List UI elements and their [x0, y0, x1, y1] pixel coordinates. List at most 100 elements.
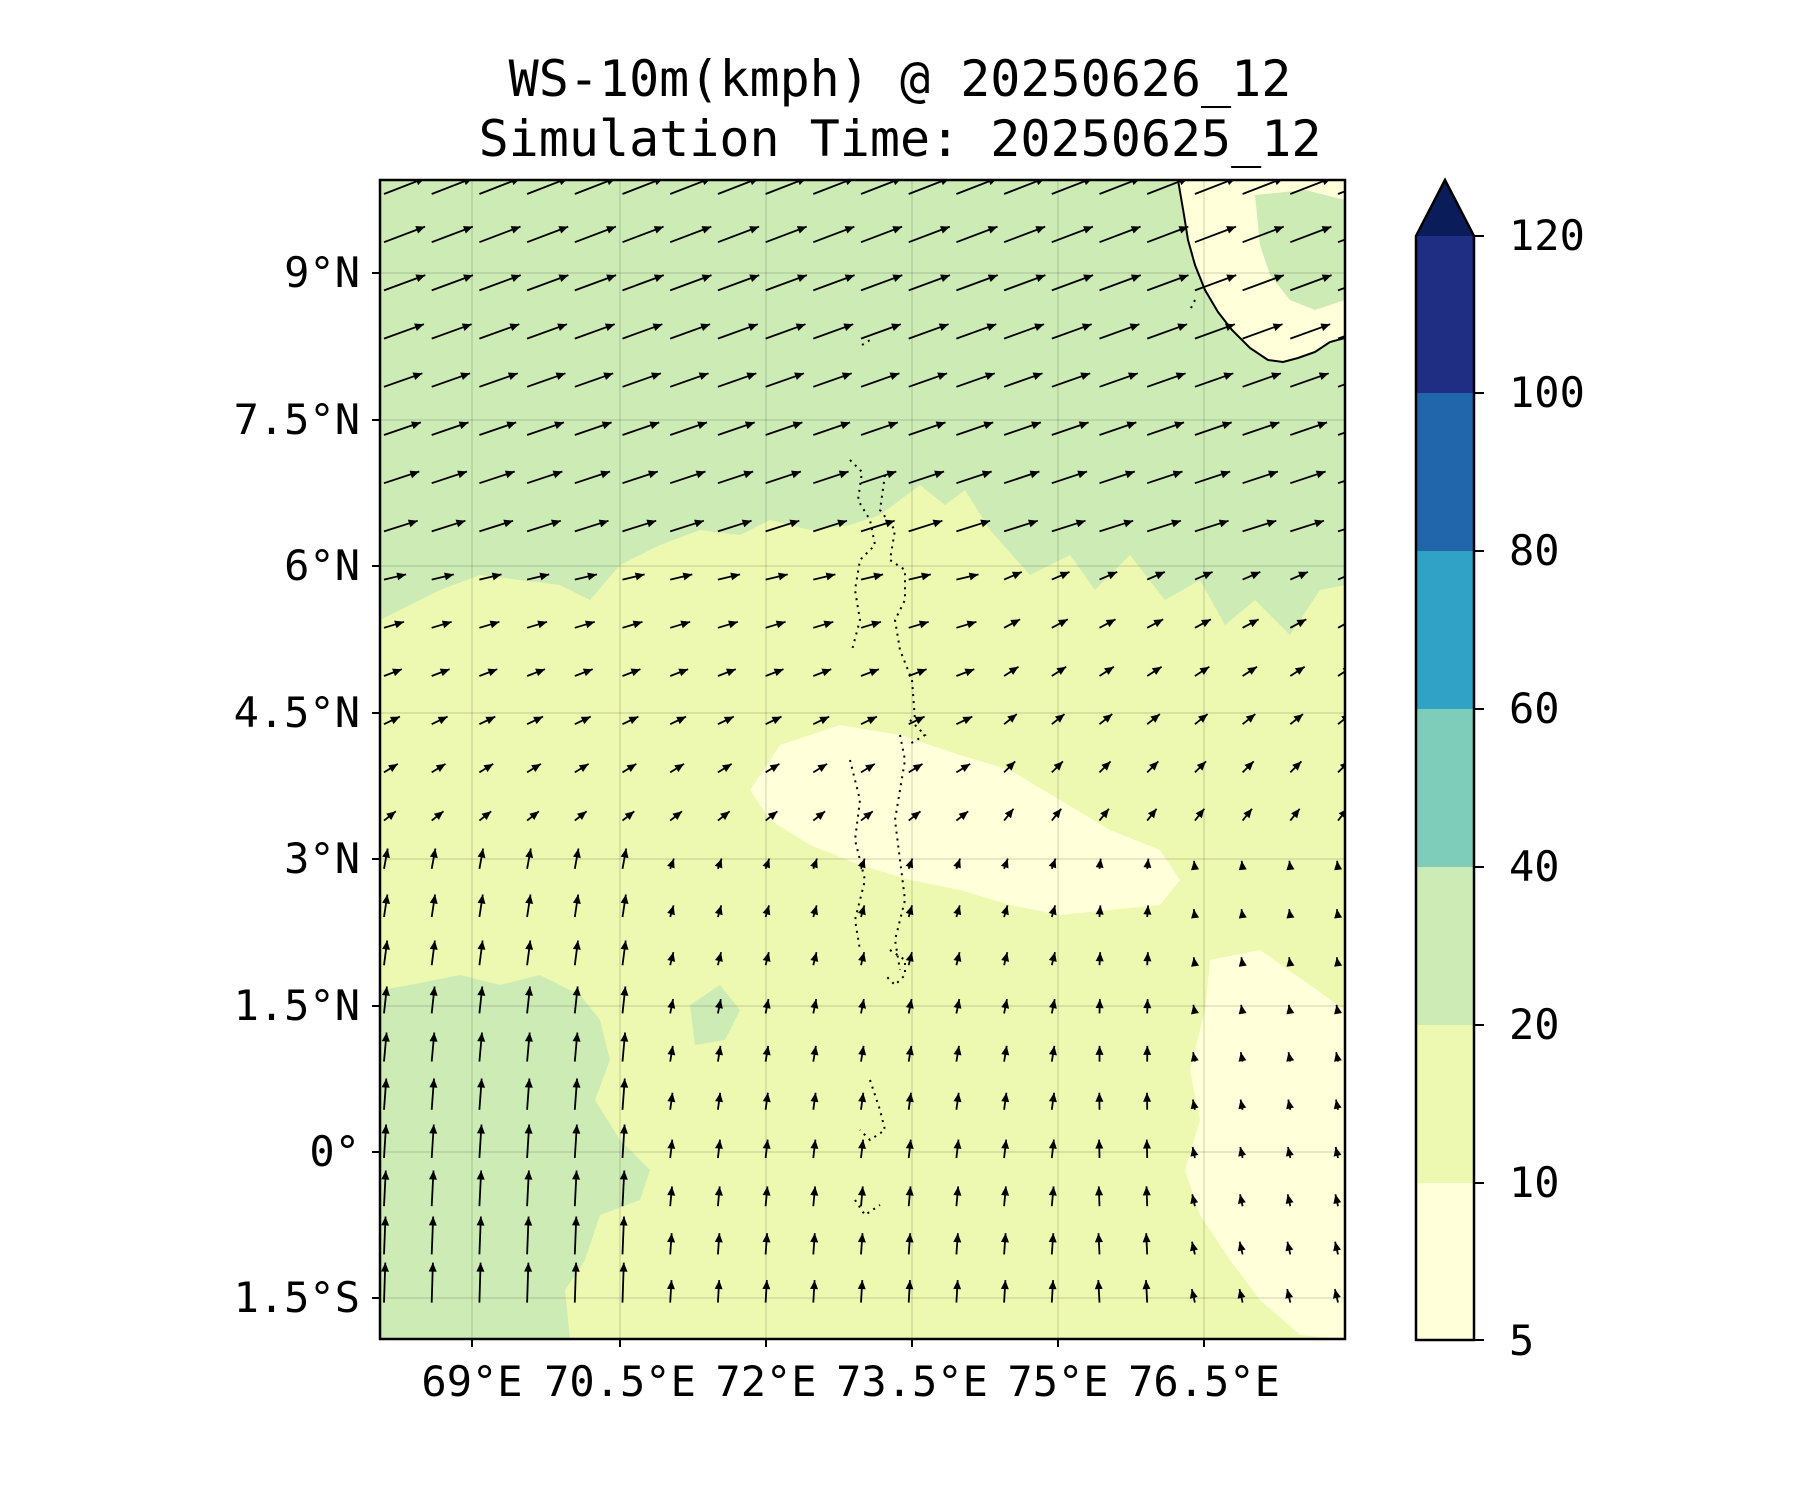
wind-vector-head: [1333, 1194, 1342, 1204]
wind-vector-head: [1334, 909, 1343, 919]
wind-vector-head: [510, 226, 521, 234]
wind-vector-head: [1198, 714, 1208, 723]
wind-vector-head: [444, 572, 454, 581]
wind-vector-head: [1238, 909, 1247, 919]
wind-vector-head: [1048, 1186, 1057, 1196]
wind-vector-head: [858, 999, 866, 1009]
wind-vector-head: [1053, 761, 1063, 771]
wind-vector-head: [1248, 619, 1259, 628]
wind-vector-head: [678, 668, 689, 677]
wind-vector-head: [1333, 1099, 1342, 1110]
wind-vector-head: [1101, 761, 1111, 771]
wind-vector-head: [1032, 372, 1043, 380]
wind-vector-head: [714, 1233, 723, 1243]
wind-vector-head: [1247, 666, 1257, 675]
wind-vector-head: [652, 323, 663, 331]
wind-vector-head: [1367, 373, 1377, 381]
wind-vector-head: [823, 620, 834, 629]
wind-vector-head: [1095, 1045, 1104, 1055]
wind-vector-head: [1296, 619, 1307, 628]
wind-vector-head: [869, 668, 879, 677]
wind-vector-head: [620, 940, 629, 950]
wind-vector-head: [1150, 714, 1160, 723]
wind-vector-head: [1190, 1099, 1199, 1110]
chart-subtitle: Simulation Time: 20250625_12: [478, 110, 1322, 168]
wind-vector-head: [1095, 952, 1104, 962]
chart-title: WS-10m(kmph) @ 20250626_12: [508, 50, 1292, 108]
wind-vector-head: [412, 372, 423, 380]
wind-vector-head: [1036, 180, 1044, 186]
wind-vector-head: [821, 668, 832, 677]
wind-vector-head: [1202, 571, 1213, 580]
wind-vector-head: [476, 1216, 485, 1226]
wind-vector-head: [810, 1280, 818, 1290]
wind-vector-head: [702, 180, 710, 186]
wind-vector-head: [628, 716, 639, 725]
wind-vector-head: [415, 226, 426, 234]
wind-vector-head: [1001, 1092, 1010, 1103]
wind-vector-head: [1368, 324, 1378, 332]
wind-vector-head: [620, 1032, 629, 1042]
wind-vector-head: [533, 716, 543, 725]
wind-vector-head: [1081, 323, 1092, 331]
wind-vector-head: [1191, 1004, 1199, 1015]
wind-vector-head: [953, 858, 961, 869]
wind-vector-head: [429, 894, 438, 904]
wind-vector-head: [1369, 275, 1379, 283]
wind-vector-head: [762, 1233, 771, 1243]
wind-vector-head: [1190, 1194, 1199, 1204]
wind-vector-head: [415, 274, 426, 282]
wind-vector-head: [1048, 858, 1057, 869]
wind-vector-head: [649, 421, 660, 430]
wind-vector-head: [1226, 226, 1236, 234]
wind-vector-head: [892, 274, 903, 282]
wind-vector-head: [603, 372, 614, 380]
wind-vector-head: [619, 1216, 628, 1226]
wind-vector-head: [1195, 808, 1205, 819]
wind-vector-head: [858, 905, 866, 916]
wind-vector-head: [672, 811, 682, 820]
wind-vector-head: [714, 905, 723, 916]
wind-vector-head: [1315, 470, 1326, 479]
wind-vector-head: [769, 763, 780, 772]
wind-vector-head: [1190, 1241, 1198, 1252]
wind-vector-head: [1143, 1045, 1152, 1055]
wind-vector-head: [845, 180, 853, 186]
wind-vector-head: [1151, 666, 1162, 675]
wind-vector-head: [1131, 180, 1139, 186]
wind-vector-head: [1346, 572, 1356, 579]
wind-vector-head: [857, 1233, 866, 1243]
wind-vector-head: [819, 716, 830, 725]
wind-vector-head: [918, 620, 929, 629]
wind-vector-head: [987, 274, 998, 282]
wind-vector-head: [1095, 858, 1104, 868]
wind-vector-head: [1190, 1146, 1199, 1157]
wind-vector-head: [529, 811, 539, 820]
wind-vector-head: [1223, 372, 1234, 380]
wind-vector-head: [626, 763, 637, 772]
wind-vector-head: [794, 372, 804, 380]
wind-vector-head: [1083, 226, 1093, 234]
wind-vector-head: [905, 1186, 914, 1196]
wind-vector-head: [1083, 180, 1091, 186]
wind-vector-head: [654, 180, 662, 186]
wind-vector-head: [1130, 226, 1141, 234]
wind-vector-head: [1078, 421, 1089, 430]
wind-vector-head: [1298, 571, 1308, 580]
wind-vector-head: [795, 323, 806, 331]
wind-vector-head: [1048, 1139, 1057, 1149]
wind-vector-head: [667, 999, 676, 1009]
wind-vector-head: [537, 620, 548, 629]
wind-vector-head: [892, 226, 903, 234]
wind-vector-head: [601, 421, 612, 430]
wind-vector-head: [723, 716, 734, 725]
wind-vector-head: [551, 519, 561, 528]
colorbar: [1414, 177, 1484, 1342]
wind-vector-head: [1285, 1146, 1294, 1157]
lat-tick-label: 6°N: [284, 541, 360, 590]
wind-vector-head: [771, 716, 782, 725]
wind-vector-head: [624, 811, 635, 820]
wind-vector-head: [606, 180, 614, 186]
wind-vector-head: [674, 763, 684, 772]
wind-vector-head: [1179, 180, 1187, 186]
